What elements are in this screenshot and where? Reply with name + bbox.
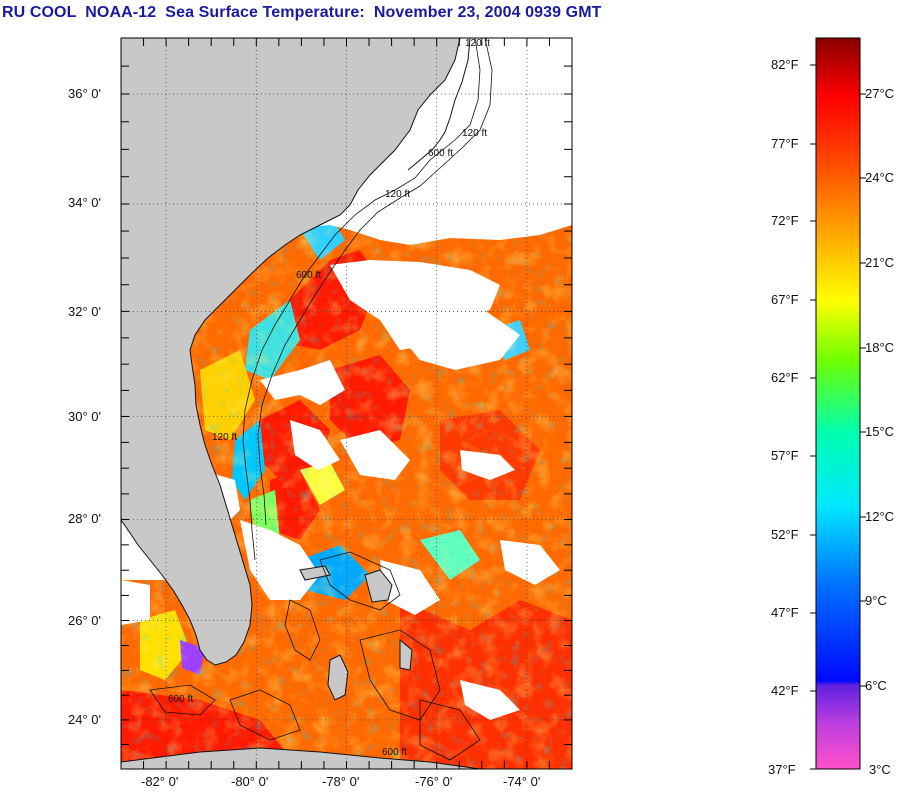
colorbar-celsius-label: 6°C bbox=[865, 678, 887, 693]
colorbar-celsius-label: 24°C bbox=[865, 170, 895, 185]
colorbar-fahrenheit-label: 57°F bbox=[771, 448, 799, 463]
colorbar-fahrenheit-label: 37°F bbox=[768, 762, 796, 777]
lat-label: 24° 0' bbox=[68, 712, 101, 727]
colorbar-fahrenheit-label: 72°F bbox=[771, 213, 799, 228]
colorbar-celsius-label: 15°C bbox=[865, 424, 895, 439]
colorbar-celsius-label: 27°C bbox=[865, 86, 895, 101]
colorbar-celsius-label: 3°C bbox=[869, 762, 891, 777]
isobath-label-group: 120 ft 120 ft 600 ft 120 ft 600 ft 120 f… bbox=[168, 38, 490, 758]
colorbar-fahrenheit-label: 77°F bbox=[771, 136, 799, 151]
axis-ticks bbox=[120, 37, 573, 770]
isobath-label: 120 ft bbox=[465, 38, 490, 49]
colorbar-fahrenheit-label: 62°F bbox=[771, 370, 799, 385]
isobath-label: 120 ft bbox=[462, 128, 487, 139]
colorbar bbox=[815, 37, 861, 770]
isobath-label: 600 ft bbox=[382, 747, 407, 758]
isobath-label: 120 ft bbox=[385, 189, 410, 200]
lon-label: -74° 0' bbox=[503, 774, 541, 789]
lat-label: 32° 0' bbox=[68, 304, 101, 319]
isobath-label: 600 ft bbox=[296, 270, 321, 281]
colorbar-fahrenheit-label: 67°F bbox=[771, 292, 799, 307]
colorbar-fahrenheit-label: 82°F bbox=[771, 57, 799, 72]
isobath-contours bbox=[149, 38, 493, 761]
lat-label: 28° 0' bbox=[68, 511, 101, 526]
lat-label: 36° 0' bbox=[68, 86, 101, 101]
colorbar-fahrenheit-label: 52°F bbox=[771, 527, 799, 542]
colorbar-celsius-label: 18°C bbox=[865, 340, 895, 355]
isobath-label: 600 ft bbox=[168, 694, 193, 705]
colorbar-fahrenheit-label: 47°F bbox=[771, 605, 799, 620]
isobath-label: 600 ft bbox=[428, 148, 453, 159]
colorbar-celsius-label: 12°C bbox=[865, 509, 895, 524]
lat-label: 30° 0' bbox=[68, 409, 101, 424]
lat-label: 26° 0' bbox=[68, 613, 101, 628]
lon-label: -82° 0' bbox=[141, 774, 179, 789]
colorbar-celsius-label: 21°C bbox=[865, 255, 895, 270]
lon-label: -78° 0' bbox=[322, 774, 360, 789]
map-title: RU COOL NOAA-12 Sea Surface Temperature:… bbox=[2, 4, 602, 21]
lat-label: 34° 0' bbox=[68, 195, 101, 210]
colorbar-ticks bbox=[810, 64, 866, 770]
colorbar-celsius-label: 9°C bbox=[865, 593, 887, 608]
outer-banks bbox=[407, 38, 471, 171]
land-north-america bbox=[121, 38, 461, 666]
lon-label: -76° 0' bbox=[415, 774, 453, 789]
map-panel bbox=[121, 38, 572, 769]
lon-label: -80° 0' bbox=[231, 774, 269, 789]
colorbar-fahrenheit-label: 42°F bbox=[771, 683, 799, 698]
land-bahamas bbox=[299, 565, 413, 701]
isobath-label: 120 ft bbox=[212, 432, 237, 443]
